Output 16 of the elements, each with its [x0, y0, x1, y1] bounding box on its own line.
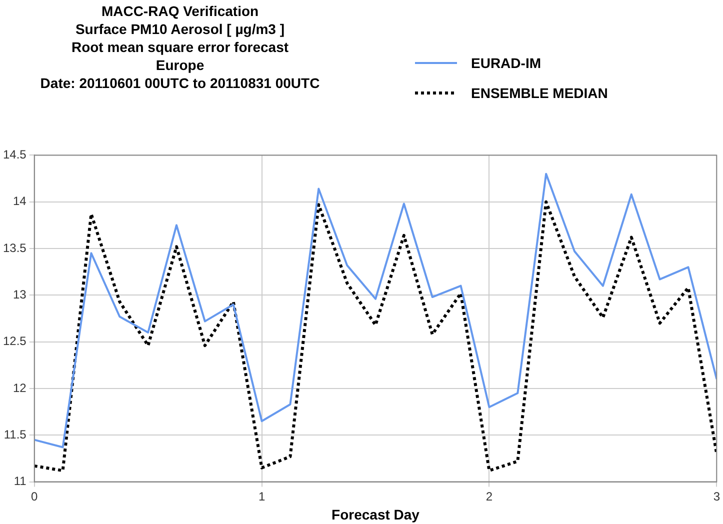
y-tick-label: 11 [14, 474, 27, 488]
x-tick-label: 1 [258, 489, 266, 504]
x-tick-label: 0 [31, 489, 38, 504]
legend-label: EURAD-IM [471, 55, 541, 71]
legend-label: ENSEMBLE MEDIAN [471, 85, 608, 101]
y-tick-label: 14.5 [2, 148, 27, 162]
chart-title: MACC-RAQ Verification Surface PM10 Aerosol [ µg/m3 ] Root mean square error forecast Europe Date: 20110601 00UTC to 20110831 00UTC [39, 2, 321, 92]
y-tick-label: 11.5 [4, 427, 27, 442]
y-tick-label: 13.5 [2, 240, 27, 255]
y-tick-label: 13 [12, 287, 27, 302]
y-tick-label: 14 [12, 194, 27, 208]
x-tick-label: 3 [713, 489, 720, 504]
y-tick-label: 12 [12, 380, 27, 395]
y-tick-label: 12.5 [2, 334, 27, 348]
x-axis-title: Forecast Day [332, 506, 420, 522]
x-tick-label: 2 [486, 489, 493, 504]
